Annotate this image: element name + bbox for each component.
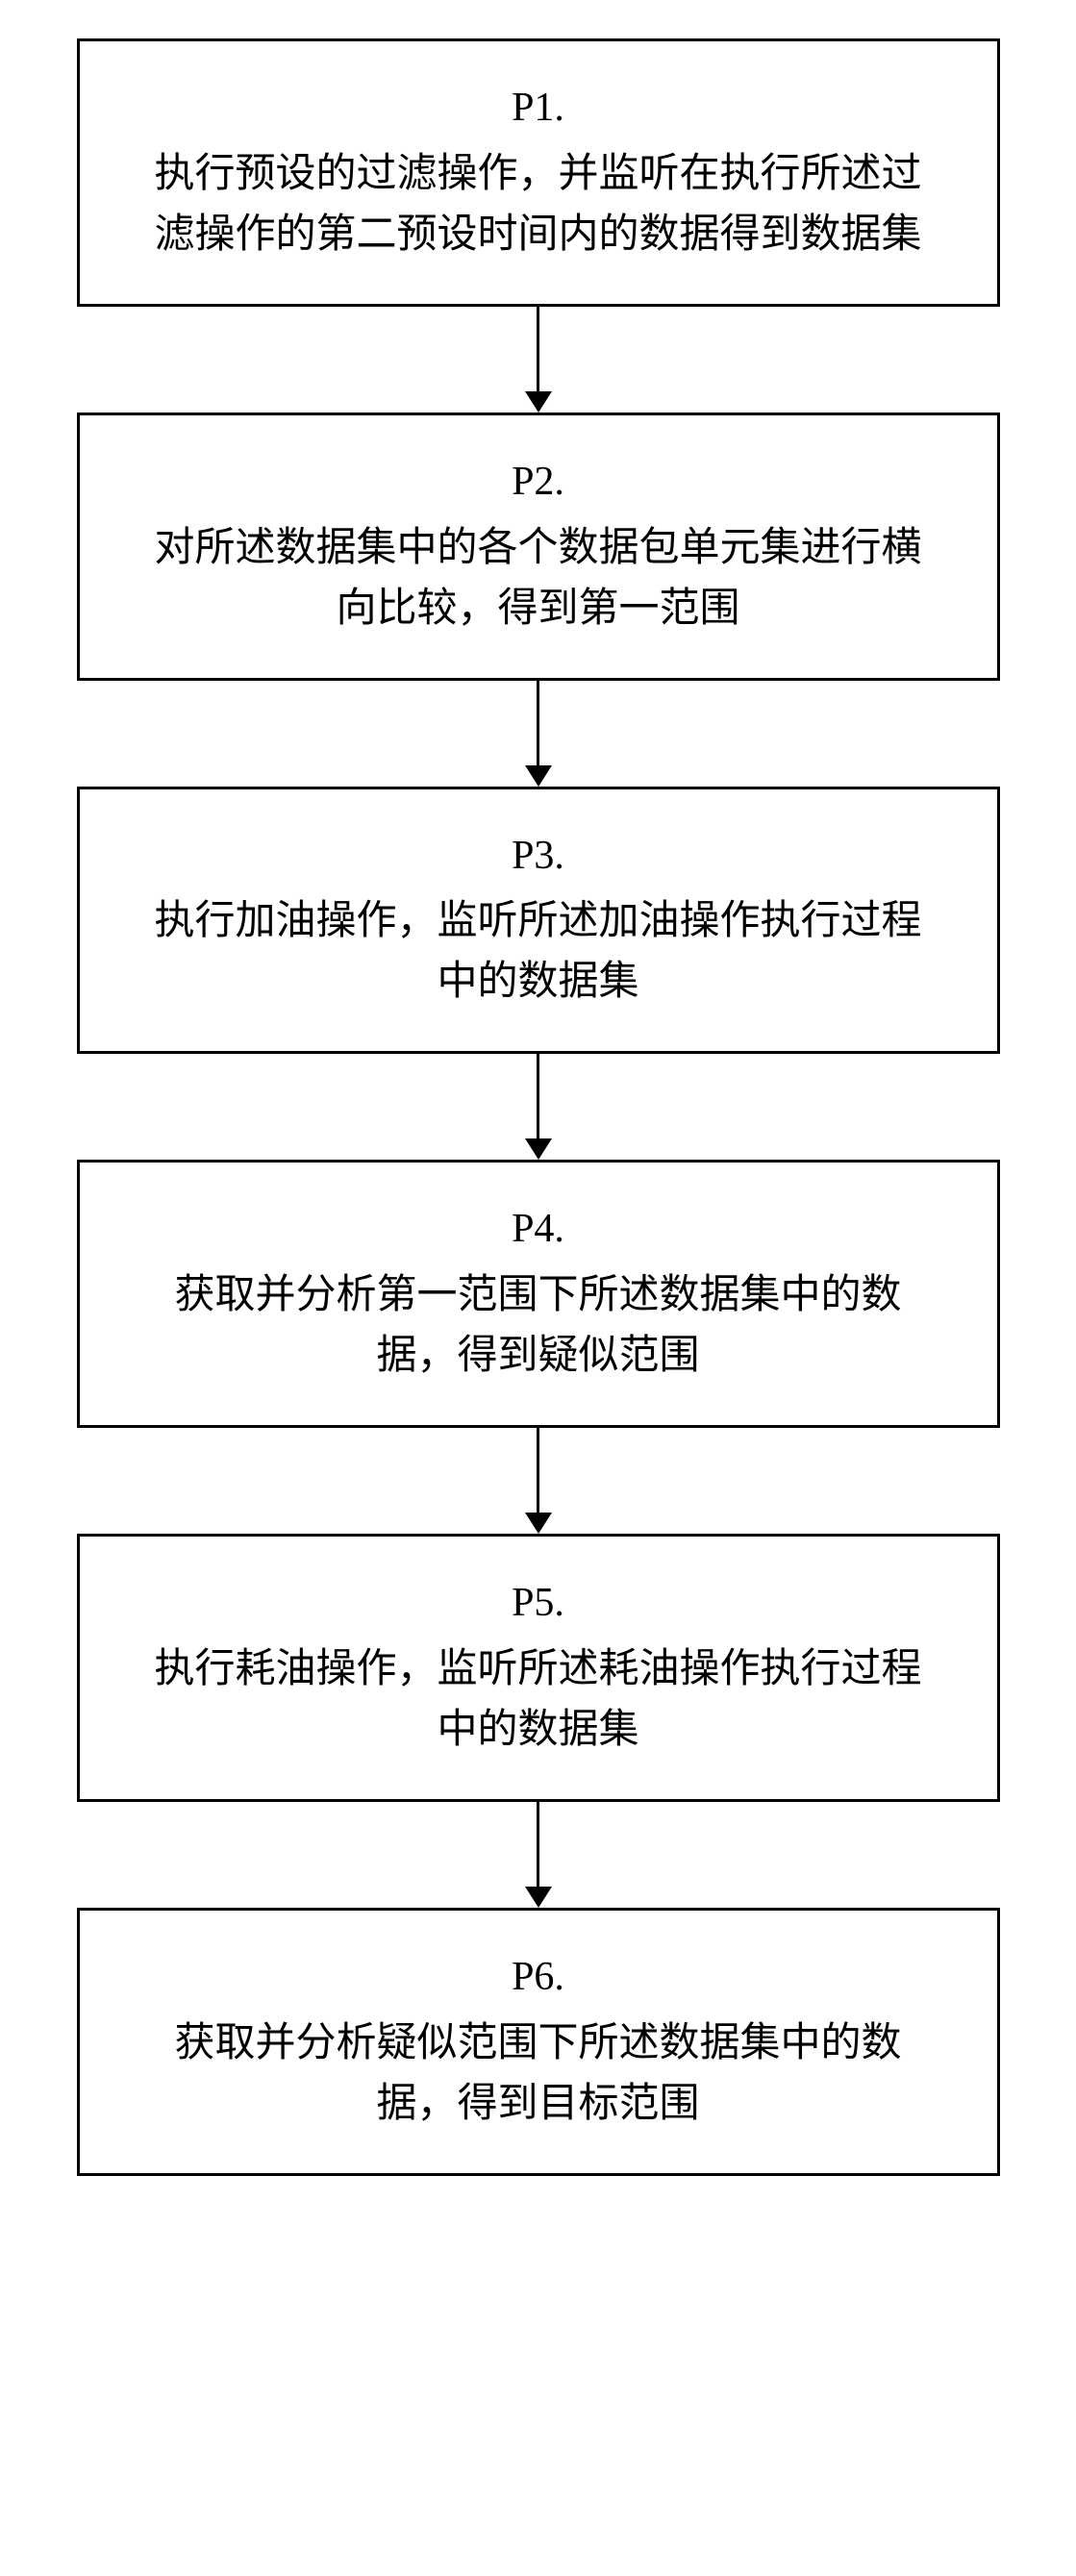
step-text: 执行加油操作，监听所述加油操作执行过程中的数据集 [138,891,939,1013]
arrow-down-icon [525,1138,552,1160]
flow-step-p1: P1. 执行预设的过滤操作，并监听在执行所述过滤操作的第二预设时间内的数据得到数… [77,38,1000,307]
arrow-line [537,1802,539,1887]
arrow-connector [525,1428,552,1534]
arrow-connector [525,307,552,413]
arrow-line [537,1428,539,1513]
step-label: P5. [512,1575,564,1632]
arrow-connector [525,681,552,787]
arrow-line [537,307,539,391]
arrow-down-icon [525,391,552,413]
step-text: 获取并分析疑似范围下所述数据集中的数据，得到目标范围 [138,2013,939,2135]
step-label: P1. [512,80,564,137]
arrow-down-icon [525,1887,552,1908]
flow-step-p4: P4. 获取并分析第一范围下所述数据集中的数据，得到疑似范围 [77,1160,1000,1428]
step-text: 执行预设的过滤操作，并监听在执行所述过滤操作的第二预设时间内的数据得到数据集 [138,144,939,265]
arrow-down-icon [525,1513,552,1534]
flow-step-p6: P6. 获取并分析疑似范围下所述数据集中的数据，得到目标范围 [77,1908,1000,2176]
step-text: 执行耗油操作，监听所述耗油操作执行过程中的数据集 [138,1639,939,1761]
step-label: P4. [512,1201,564,1258]
arrow-down-icon [525,765,552,787]
step-text: 获取并分析第一范围下所述数据集中的数据，得到疑似范围 [138,1265,939,1387]
flowchart-container: P1. 执行预设的过滤操作，并监听在执行所述过滤操作的第二预设时间内的数据得到数… [58,38,1019,2176]
flow-step-p5: P5. 执行耗油操作，监听所述耗油操作执行过程中的数据集 [77,1534,1000,1802]
arrow-line [537,1054,539,1138]
flow-step-p2: P2. 对所述数据集中的各个数据包单元集进行横向比较，得到第一范围 [77,413,1000,681]
step-label: P2. [512,454,564,511]
arrow-connector [525,1054,552,1160]
arrow-line [537,681,539,765]
step-text: 对所述数据集中的各个数据包单元集进行横向比较，得到第一范围 [138,518,939,639]
arrow-connector [525,1802,552,1908]
flow-step-p3: P3. 执行加油操作，监听所述加油操作执行过程中的数据集 [77,787,1000,1055]
step-label: P6. [512,1949,564,2006]
step-label: P3. [512,828,564,885]
